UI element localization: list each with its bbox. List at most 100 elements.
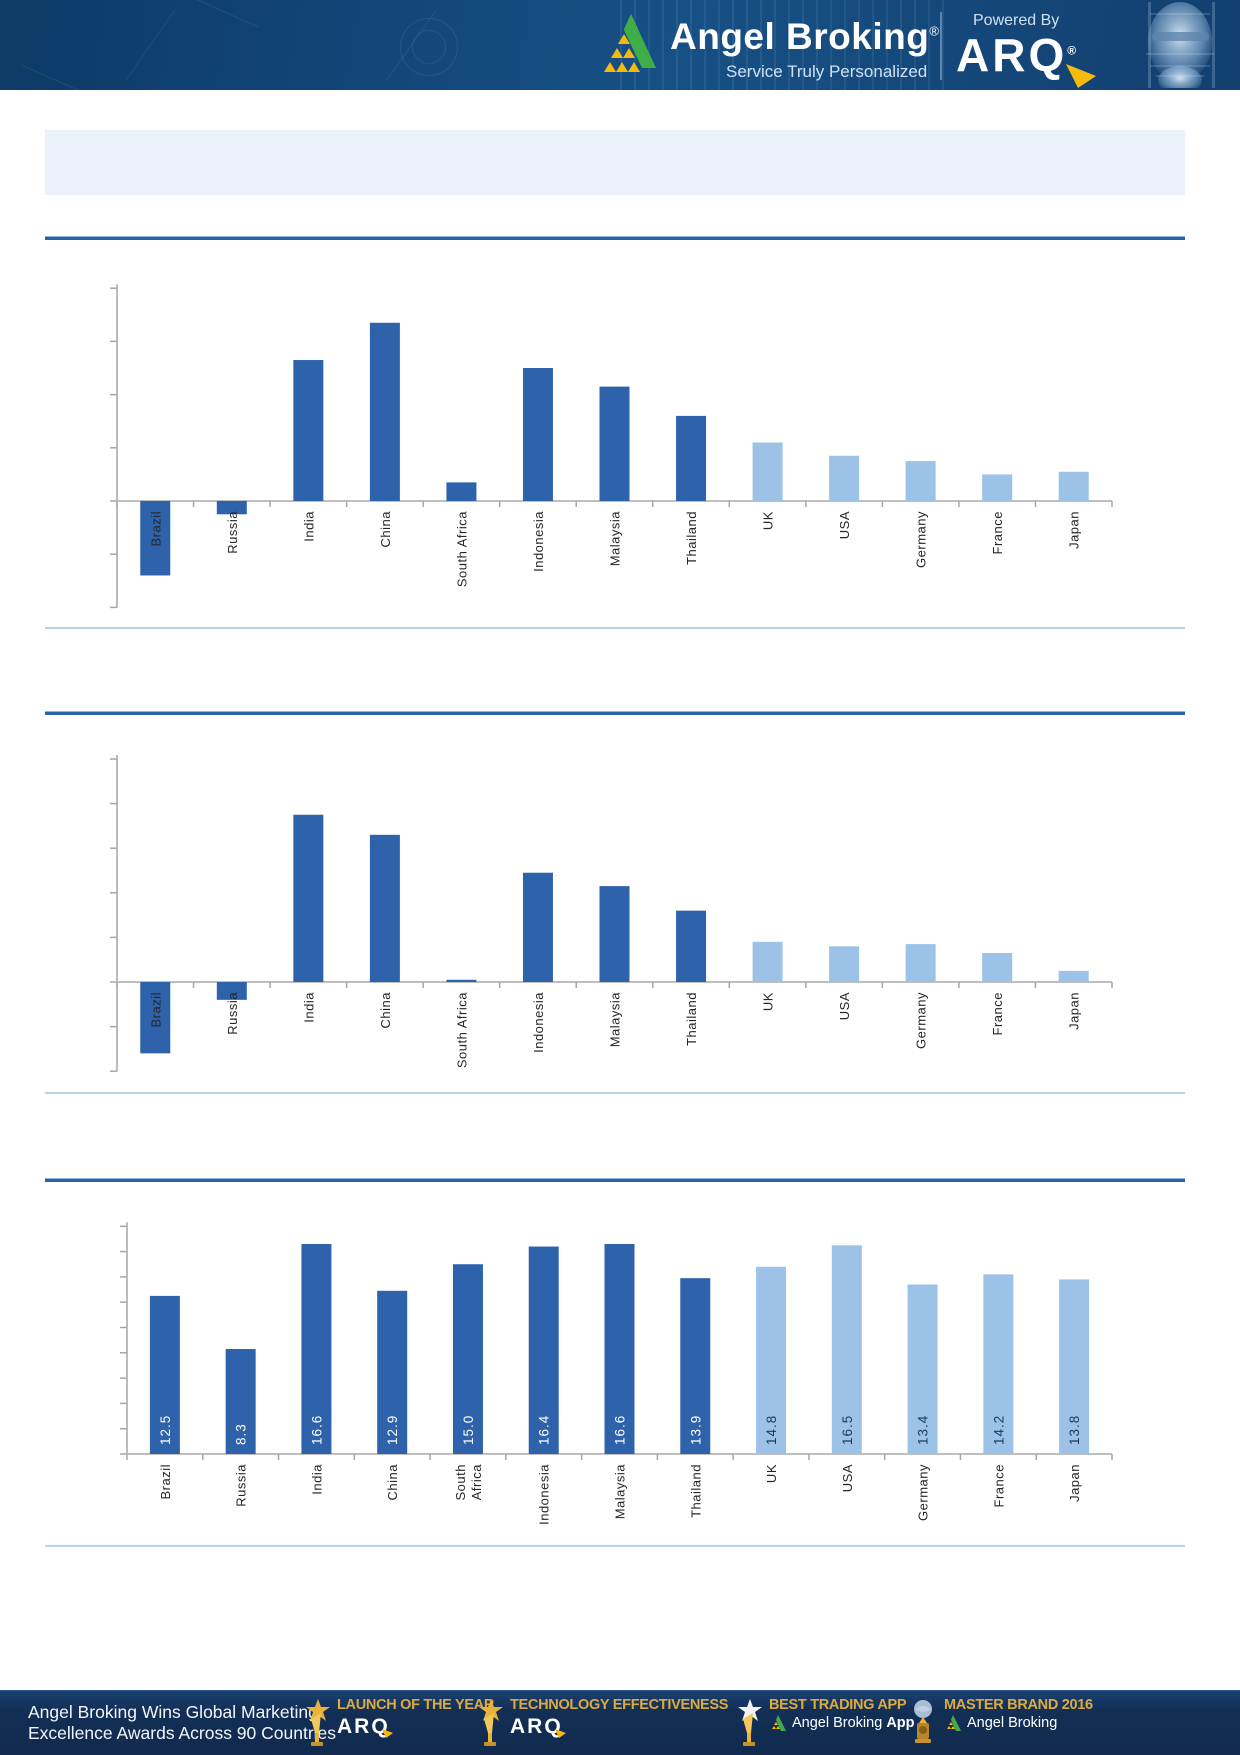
category-label-malaysia: Malaysia bbox=[613, 1464, 628, 1520]
header-pattern bbox=[412, 30, 446, 64]
header-pattern bbox=[620, 0, 950, 90]
bar-usa bbox=[831, 1245, 862, 1454]
section-divider bbox=[45, 1178, 1185, 1182]
bar-japan bbox=[1058, 970, 1089, 982]
arq-brand: ARQ bbox=[510, 1715, 566, 1739]
category-label-south-africa: Africa bbox=[469, 1464, 484, 1501]
bar-russia bbox=[225, 1349, 256, 1454]
category-label-russia: Russia bbox=[225, 511, 240, 554]
category-label-brazil: Brazil bbox=[158, 1464, 173, 1500]
category-label-south-africa: South Africa bbox=[454, 992, 469, 1068]
header-pattern bbox=[21, 0, 259, 90]
footer-message-line1: Angel Broking Wins Global Marketing bbox=[28, 1702, 318, 1722]
header-separator bbox=[940, 12, 942, 80]
angel-broking-logo-icon bbox=[604, 14, 656, 72]
category-label-china: China bbox=[385, 1464, 400, 1501]
section-underline bbox=[45, 1092, 1185, 1094]
award-brand-name: Angel Broking App bbox=[792, 1715, 915, 1731]
award-technology-effectiveness: TECHNOLOGY EFFECTIVENESS ARQ bbox=[478, 1697, 728, 1749]
award-brand-name: Angel Broking bbox=[967, 1715, 1058, 1731]
bar-thailand bbox=[680, 1278, 711, 1454]
bar-uk bbox=[756, 1266, 787, 1454]
category-label-japan: Japan bbox=[1067, 1464, 1082, 1502]
bar-japan bbox=[1059, 1279, 1090, 1454]
category-label-germany: Germany bbox=[914, 511, 929, 568]
value-label-thailand: 13.9 bbox=[688, 1415, 703, 1445]
value-label-brazil: 12.5 bbox=[158, 1415, 173, 1445]
value-label-uk: 14.8 bbox=[764, 1415, 779, 1445]
bar-usa bbox=[829, 455, 860, 501]
bar-china bbox=[369, 322, 400, 501]
header-pattern bbox=[400, 18, 458, 76]
category-label-usa: USA bbox=[837, 511, 852, 539]
star-trophy-icon bbox=[306, 1699, 330, 1746]
bar-malaysia bbox=[599, 386, 630, 501]
header-banner: Angel Broking® Service Truly Personalize… bbox=[0, 0, 1240, 90]
category-label-france: France bbox=[990, 992, 1005, 1035]
hologram-face-icon bbox=[1146, 2, 1215, 88]
category-label-thailand: Thailand bbox=[684, 992, 699, 1046]
category-label-thailand: Thailand bbox=[688, 1464, 703, 1518]
bar-india bbox=[301, 1244, 332, 1454]
arq-yellow-wedge-icon bbox=[381, 1729, 393, 1738]
bar-india bbox=[293, 814, 324, 982]
value-label-india: 16.6 bbox=[309, 1415, 324, 1445]
category-label-south-africa: South bbox=[453, 1464, 468, 1500]
category-label-france: France bbox=[990, 511, 1005, 554]
category-label-south-africa: South Africa bbox=[454, 511, 469, 587]
category-label-india: India bbox=[309, 1464, 324, 1495]
footer-awards-bar: Angel Broking Wins Global Marketing Exce… bbox=[0, 1690, 1240, 1755]
category-label-thailand: Thailand bbox=[684, 511, 699, 565]
category-label-japan: Japan bbox=[1067, 511, 1082, 549]
bar-india bbox=[293, 360, 324, 501]
bar-uk bbox=[752, 442, 783, 501]
value-label-south-africa: 15.0 bbox=[461, 1415, 476, 1445]
bar-indonesia bbox=[522, 872, 553, 982]
star-trophy-icon bbox=[738, 1699, 762, 1746]
section-underline bbox=[45, 627, 1185, 629]
footer-message: Angel Broking Wins Global Marketing Exce… bbox=[28, 1702, 336, 1744]
category-label-uk: UK bbox=[761, 511, 776, 530]
arq-yellow-wedge-icon bbox=[554, 1729, 566, 1738]
title-placeholder bbox=[45, 130, 1185, 195]
category-label-usa: USA bbox=[840, 1464, 855, 1492]
arq-brand: ARQ bbox=[337, 1715, 393, 1739]
value-label-japan: 13.8 bbox=[1067, 1415, 1082, 1445]
footer-message-line2: Excellence Awards Across 90 Countries bbox=[28, 1723, 337, 1743]
bar-japan bbox=[1058, 471, 1089, 501]
angel-broking-logo-icon bbox=[947, 1715, 961, 1731]
bar-south-africa bbox=[446, 979, 477, 982]
section-divider bbox=[45, 236, 1185, 240]
category-label-uk: UK bbox=[761, 992, 776, 1011]
award-master-brand-2016: MASTER BRAND 2016 Angel Broking bbox=[908, 1697, 1093, 1749]
category-label-usa: USA bbox=[837, 992, 852, 1020]
star-trophy-icon bbox=[479, 1699, 503, 1746]
section-divider bbox=[45, 711, 1185, 715]
award-best-trading-app: BEST TRADING APP Angel Broking App bbox=[737, 1697, 915, 1749]
bar-uk bbox=[752, 941, 783, 982]
chart-3-valuation-bars: 12.5 Brazil 8.3 Russia 16.6 India 12.9 China 15.… bbox=[120, 1222, 1113, 1525]
bar-thailand bbox=[676, 415, 707, 501]
bar-russia bbox=[216, 501, 247, 515]
brand-title: Angel Broking® bbox=[670, 16, 940, 57]
value-label-france: 14.2 bbox=[991, 1415, 1006, 1445]
bar-brazil bbox=[149, 1295, 180, 1454]
brand-tagline: Service Truly Personalized bbox=[726, 62, 928, 81]
value-label-indonesia: 16.4 bbox=[537, 1415, 552, 1445]
bar-germany bbox=[905, 944, 936, 982]
bar-south-africa bbox=[452, 1264, 483, 1454]
bar-france bbox=[983, 1274, 1014, 1454]
category-label-china: China bbox=[378, 511, 393, 548]
award-launch-of-the-year: LAUNCH OF THE YEAR ARQ bbox=[305, 1697, 494, 1749]
bar-russia bbox=[216, 982, 247, 1000]
registered-mark: ® bbox=[929, 23, 940, 39]
category-label-china: China bbox=[378, 992, 393, 1029]
bar-malaysia bbox=[599, 886, 630, 982]
value-label-germany: 13.4 bbox=[916, 1415, 931, 1445]
category-label-indonesia: Indonesia bbox=[537, 1464, 552, 1525]
category-label-malaysia: Malaysia bbox=[608, 511, 623, 567]
bar-germany bbox=[907, 1284, 938, 1454]
bar-germany bbox=[905, 461, 936, 501]
chart-2-gdp-bars: Brazil Russia India China South Africa Indone… bbox=[110, 755, 1113, 1072]
category-label-brazil: Brazil bbox=[148, 992, 163, 1028]
